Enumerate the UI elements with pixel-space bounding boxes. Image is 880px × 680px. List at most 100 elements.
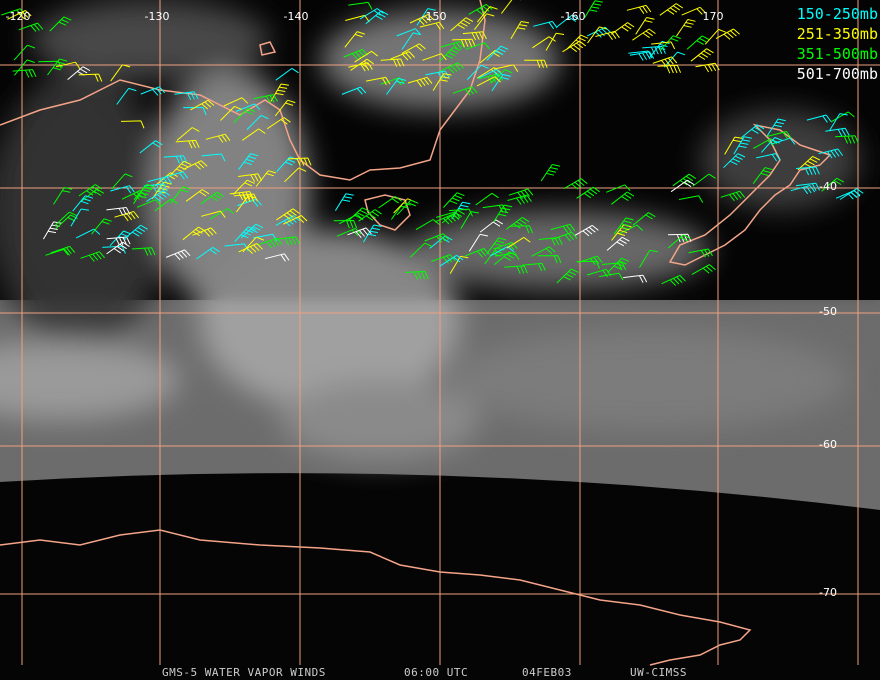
wind-barb bbox=[255, 170, 277, 187]
wind-barb bbox=[474, 13, 495, 31]
wind-barb bbox=[200, 191, 224, 205]
wind-barb bbox=[264, 253, 290, 262]
wind-barb bbox=[752, 167, 773, 184]
wind-barb bbox=[830, 111, 855, 123]
wind-barb bbox=[124, 224, 148, 239]
wind-barb bbox=[460, 211, 479, 230]
wind-barb bbox=[192, 227, 217, 237]
wind-barb bbox=[670, 179, 695, 193]
wind-barb bbox=[439, 62, 465, 74]
wind-barb bbox=[611, 191, 635, 205]
wind-barb bbox=[766, 118, 786, 137]
latitude-label: -70 bbox=[819, 586, 837, 599]
wind-barb bbox=[18, 22, 44, 32]
wind-barb bbox=[344, 31, 365, 48]
wind-barb bbox=[576, 186, 600, 199]
wind-barb bbox=[723, 153, 746, 169]
wind-barb bbox=[756, 153, 781, 162]
wind-barb bbox=[555, 14, 580, 28]
wind-barb bbox=[476, 6, 498, 23]
wind-barb bbox=[242, 128, 266, 141]
wind-barb bbox=[365, 10, 389, 25]
wind-barb bbox=[49, 16, 72, 32]
wind-barb bbox=[493, 204, 513, 223]
wind-barb bbox=[449, 208, 473, 217]
wind-barb bbox=[462, 31, 487, 41]
wind-barb bbox=[610, 22, 635, 35]
wind-barb bbox=[667, 234, 691, 249]
wind-barb bbox=[72, 195, 94, 212]
wind-barb bbox=[797, 155, 821, 171]
wind-barb bbox=[267, 117, 291, 130]
wind-barb bbox=[136, 199, 162, 208]
wind-barb bbox=[354, 50, 379, 63]
wind-barb bbox=[678, 195, 704, 203]
wind-barb bbox=[407, 76, 433, 88]
wind-barb bbox=[409, 13, 435, 25]
wind-barb bbox=[378, 196, 402, 209]
wind-barb bbox=[692, 173, 716, 187]
wind-barb bbox=[165, 249, 191, 261]
wind-barb bbox=[493, 64, 519, 72]
wind-barb bbox=[733, 136, 752, 155]
wind-barb bbox=[274, 99, 296, 117]
wind-barb bbox=[715, 28, 740, 40]
wind-barb bbox=[652, 56, 678, 67]
wind-barb bbox=[441, 209, 465, 224]
wind-barb bbox=[452, 86, 478, 96]
wind-barb bbox=[595, 30, 620, 40]
wind-barb bbox=[443, 192, 465, 208]
wind-barb bbox=[196, 246, 220, 260]
wind-barb bbox=[147, 176, 173, 186]
wind-barb bbox=[238, 173, 263, 183]
footer: GMS-5 WATER VAPOR WINDS 06:00 UTC 04FEB0… bbox=[162, 666, 686, 679]
wind-barb bbox=[253, 94, 279, 104]
wind-barb bbox=[475, 192, 499, 206]
wind-barb bbox=[796, 166, 820, 176]
wind-barb bbox=[466, 64, 489, 80]
longitude-labels: -120 -130 -140 -150 -160 170 bbox=[6, 10, 724, 23]
wind-barb bbox=[47, 58, 68, 76]
wind-barb bbox=[110, 185, 135, 194]
wind-barb bbox=[434, 213, 460, 225]
graticule bbox=[0, 0, 880, 665]
wind-barb bbox=[359, 8, 384, 20]
wind-barb bbox=[436, 211, 461, 219]
wind-barb bbox=[659, 35, 681, 52]
wind-barb bbox=[587, 26, 608, 44]
wind-barb bbox=[210, 208, 235, 220]
legend-entry: 150-250mb bbox=[797, 5, 878, 23]
wind-barb bbox=[176, 127, 200, 141]
wind-barb bbox=[270, 83, 289, 102]
wind-barb bbox=[465, 248, 490, 258]
wind-barb bbox=[276, 208, 300, 221]
wind-barb bbox=[524, 59, 548, 68]
wind-barb bbox=[704, 28, 727, 45]
wind-barb bbox=[45, 248, 70, 256]
wind-barb bbox=[584, 0, 603, 19]
wind-barb bbox=[628, 50, 653, 59]
wind-barb bbox=[350, 58, 374, 71]
wind-barb bbox=[358, 209, 382, 222]
wind-barb bbox=[538, 237, 563, 246]
wind-barb bbox=[672, 173, 697, 187]
wind-barb bbox=[510, 21, 530, 39]
wind-barb bbox=[767, 131, 792, 140]
wind-barb bbox=[835, 135, 859, 144]
wind-barb bbox=[163, 155, 188, 164]
wind-barb bbox=[235, 103, 261, 112]
wind-barb bbox=[468, 233, 488, 252]
wind-barb bbox=[695, 62, 720, 73]
wind-barb bbox=[450, 17, 474, 32]
wind-barb bbox=[688, 248, 713, 258]
latitude-label: -40 bbox=[819, 180, 837, 193]
wind-barb bbox=[635, 17, 655, 35]
wind-barb bbox=[720, 190, 746, 202]
wind-barb bbox=[761, 137, 783, 153]
wind-barb bbox=[659, 3, 684, 16]
wind-barb bbox=[657, 64, 682, 74]
wind-barb bbox=[545, 32, 565, 51]
latitude-label: -60 bbox=[819, 438, 837, 451]
longitude-label: -160 bbox=[561, 10, 586, 23]
wind-barb bbox=[257, 237, 283, 249]
